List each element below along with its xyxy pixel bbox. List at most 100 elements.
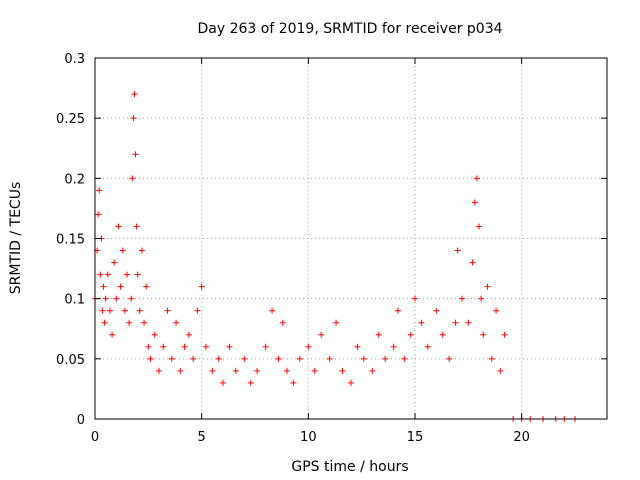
data-point — [305, 343, 312, 350]
data-point — [375, 331, 382, 338]
data-point — [326, 355, 333, 362]
data-point — [501, 331, 508, 338]
data-point — [185, 331, 192, 338]
data-point — [418, 319, 425, 326]
data-point — [333, 319, 340, 326]
axis-ticks: 0 0.05 0.1 0.15 0.2 0.25 0.3 0 5 10 15 20 — [56, 52, 607, 445]
data-point — [99, 307, 106, 314]
data-point — [95, 211, 102, 218]
data-point — [296, 355, 303, 362]
data-point — [226, 343, 233, 350]
y-tick-label: 0.1 — [64, 293, 85, 308]
data-point — [458, 295, 465, 302]
data-point — [452, 319, 459, 326]
data-point — [131, 91, 138, 98]
data-point — [493, 307, 500, 314]
data-point — [190, 355, 197, 362]
data-point — [220, 379, 226, 386]
data-point — [369, 367, 376, 374]
y-tick-label: 0.2 — [64, 172, 85, 187]
data-point — [96, 187, 103, 194]
y-tick-label: 0.05 — [56, 353, 85, 368]
data-point — [484, 283, 491, 290]
data-point — [412, 295, 418, 302]
data-point — [390, 343, 397, 350]
data-point — [164, 307, 171, 314]
data-point — [241, 355, 248, 362]
data-point — [497, 367, 504, 374]
y-tick-label: 0.15 — [56, 233, 85, 248]
data-point — [269, 307, 276, 314]
data-point — [311, 367, 318, 374]
y-tick-label: 0.25 — [56, 112, 85, 127]
data-point — [160, 343, 167, 350]
data-point — [111, 259, 118, 266]
y-axis-label: SRMTID / TECUs — [8, 182, 24, 295]
data-point — [124, 271, 130, 278]
data-point — [232, 367, 239, 374]
data-point — [339, 367, 346, 374]
x-tick-label: 20 — [513, 430, 530, 445]
data-point — [129, 175, 136, 182]
data-point — [104, 271, 111, 278]
data-point — [151, 331, 158, 338]
x-tick-label: 15 — [407, 430, 424, 445]
data-point — [194, 307, 201, 314]
data-point — [117, 283, 124, 290]
data-point — [465, 319, 472, 326]
data-point — [247, 379, 254, 386]
data-point — [290, 379, 297, 386]
data-point — [473, 175, 480, 182]
data-point — [181, 343, 188, 350]
data-point — [209, 367, 216, 374]
data-point — [143, 283, 150, 290]
grid-lines — [94, 57, 607, 420]
data-point — [476, 223, 482, 230]
data-point — [279, 319, 286, 326]
data-point — [394, 307, 401, 314]
data-point — [254, 367, 261, 374]
x-axis-label: GPS time / hours — [291, 459, 408, 475]
data-point — [439, 331, 446, 338]
data-point — [478, 295, 485, 302]
data-point — [109, 331, 116, 338]
data-point — [480, 331, 487, 338]
data-point — [128, 295, 135, 302]
data-point — [446, 355, 453, 362]
x-tick-label: 0 — [91, 430, 99, 445]
data-point — [348, 379, 354, 386]
data-point — [136, 307, 143, 314]
data-point — [407, 331, 414, 338]
data-point — [488, 355, 495, 362]
data-point — [115, 223, 122, 230]
x-tick-label: 10 — [300, 430, 317, 445]
data-point — [113, 295, 120, 302]
chart-title: Day 263 of 2019, SRMTID for receiver p03… — [197, 21, 502, 37]
data-point — [275, 355, 282, 362]
data-point — [156, 367, 162, 374]
data-point — [382, 355, 389, 362]
data-point — [97, 271, 104, 278]
data-point — [360, 355, 367, 362]
data-point — [145, 343, 152, 350]
x-tick-label: 5 — [198, 430, 206, 445]
data-point — [121, 307, 128, 314]
data-point — [134, 271, 141, 278]
data-point — [433, 307, 440, 314]
data-points — [92, 91, 578, 422]
data-point — [215, 355, 222, 362]
data-point — [126, 319, 133, 326]
y-tick-label: 0 — [77, 413, 85, 428]
data-point — [119, 247, 126, 254]
data-point — [141, 319, 148, 326]
data-point — [202, 343, 209, 350]
data-point — [198, 283, 205, 290]
data-point — [284, 367, 290, 374]
data-point — [471, 199, 478, 206]
data-point — [401, 355, 408, 362]
data-point — [101, 319, 108, 326]
data-point — [130, 115, 137, 122]
data-point — [354, 343, 361, 350]
data-point — [177, 367, 184, 374]
data-point — [424, 343, 431, 350]
